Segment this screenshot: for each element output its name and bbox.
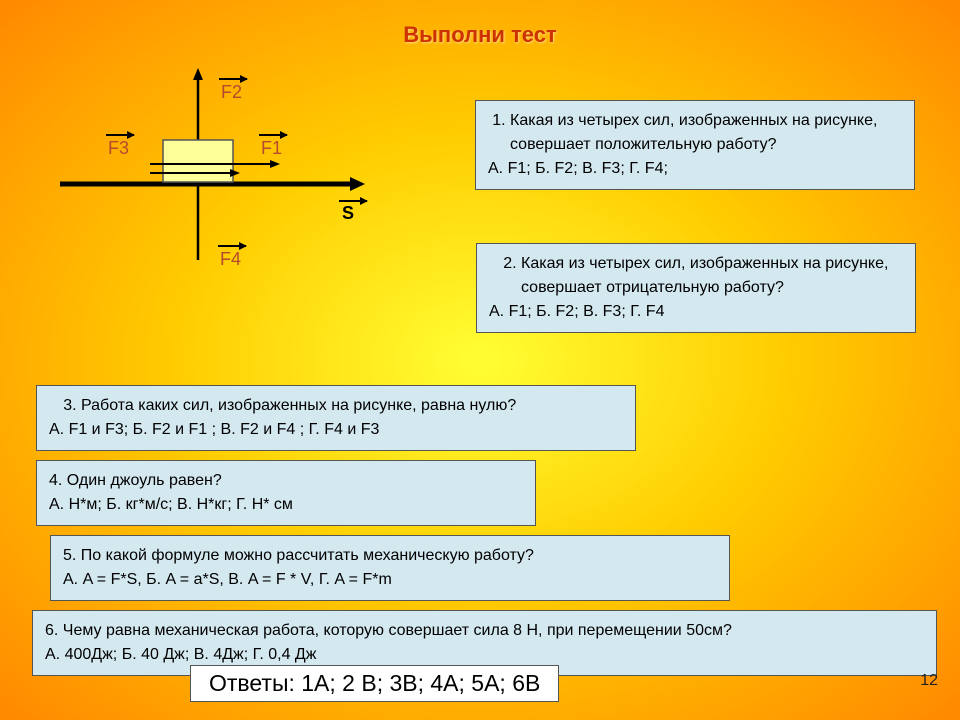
q6-options: А. 400Дж; Б. 40 Дж; В. 4Дж; Г. 0,4 Дж: [45, 643, 924, 667]
q3-options: А. F1 и F3; Б. F2 и F1 ; В. F2 и F4 ; Г.…: [49, 418, 623, 442]
q1-options: А. F1; Б. F2; В. F3; Г. F4;: [488, 157, 902, 181]
page-number: 12: [920, 672, 938, 690]
question-5: 5. По какой формуле можно рассчитать мех…: [50, 535, 730, 601]
f1-label: F1: [261, 138, 282, 159]
f4-arrow-icon: [218, 245, 246, 247]
f2-label: F2: [221, 82, 242, 103]
s-arrow-icon: [339, 200, 367, 202]
question-3: Работа каких сил, изображенных на рисунк…: [36, 385, 636, 451]
f3-arrow-icon: [106, 134, 134, 136]
page-title: Выполни тест: [403, 22, 556, 48]
q1-text: Какая из четырех сил, изображенных на ри…: [510, 109, 902, 157]
f2-arrow-icon: [219, 78, 247, 80]
q4-text: 4. Один джоуль равен?: [49, 469, 523, 493]
q4-options: А. Н*м; Б. кг*м/с; В. Н*кг; Г. Н* см: [49, 493, 523, 517]
question-1: Какая из четырех сил, изображенных на ри…: [475, 100, 915, 190]
question-2: Какая из четырех сил, изображенных на ри…: [476, 243, 916, 333]
q3-text: Работа каких сил, изображенных на рисунк…: [81, 394, 623, 418]
force-diagram: F2 F3 F1 F4 S: [55, 60, 405, 280]
q6-text: 6. Чему равна механическая работа, котор…: [45, 619, 924, 643]
f4-label: F4: [220, 249, 241, 270]
answers-box: Ответы: 1А; 2 В; 3В; 4А; 5А; 6В: [190, 665, 559, 702]
q5-options: А. A = F*S, Б. A = a*S, В. A = F * V, Г.…: [63, 568, 717, 592]
q2-options: А. F1; Б. F2; В. F3; Г. F4: [489, 300, 903, 324]
f1-arrow-icon: [259, 134, 287, 136]
question-4: 4. Один джоуль равен? А. Н*м; Б. кг*м/с;…: [36, 460, 536, 526]
q2-text: Какая из четырех сил, изображенных на ри…: [521, 252, 903, 300]
s-label: S: [342, 203, 354, 224]
q5-text: 5. По какой формуле можно рассчитать мех…: [63, 544, 717, 568]
f3-label: F3: [108, 138, 129, 159]
